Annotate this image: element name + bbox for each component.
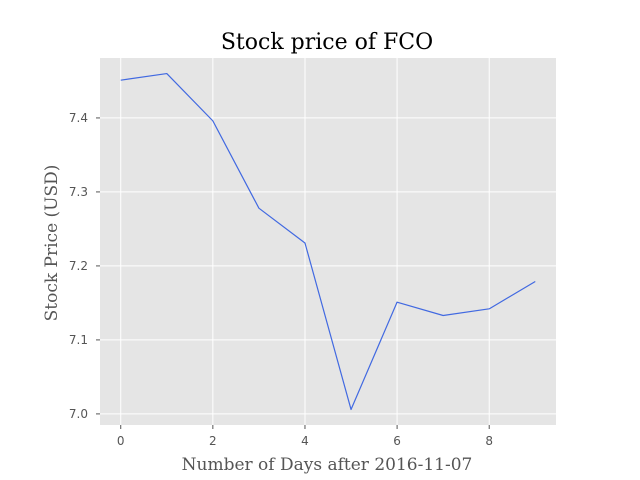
x-tick-label: 2 — [209, 434, 217, 448]
y-tick-label: 7.1 — [69, 333, 88, 347]
axis-ticks: 0 2 4 6 8 7.0 7.1 7.2 7.3 7.4 — [69, 111, 493, 448]
plot-area — [100, 58, 556, 425]
x-tick-label: 4 — [301, 434, 309, 448]
x-tick-label: 0 — [117, 434, 125, 448]
x-tick-label: 8 — [485, 434, 493, 448]
x-tick-label: 6 — [393, 434, 401, 448]
chart-title: Stock price of FCO — [221, 30, 433, 55]
x-axis-label: Number of Days after 2016-11-07 — [182, 455, 473, 475]
y-axis-label: Stock Price (USD) — [42, 165, 62, 322]
price-line — [120, 72, 536, 411]
y-tick-label: 7.2 — [69, 259, 88, 273]
gridlines — [100, 58, 556, 425]
y-tick-label: 7.4 — [69, 111, 88, 125]
series-layer — [120, 72, 536, 411]
y-tick-label: 7.0 — [69, 407, 88, 421]
y-tick-label: 7.3 — [69, 185, 88, 199]
